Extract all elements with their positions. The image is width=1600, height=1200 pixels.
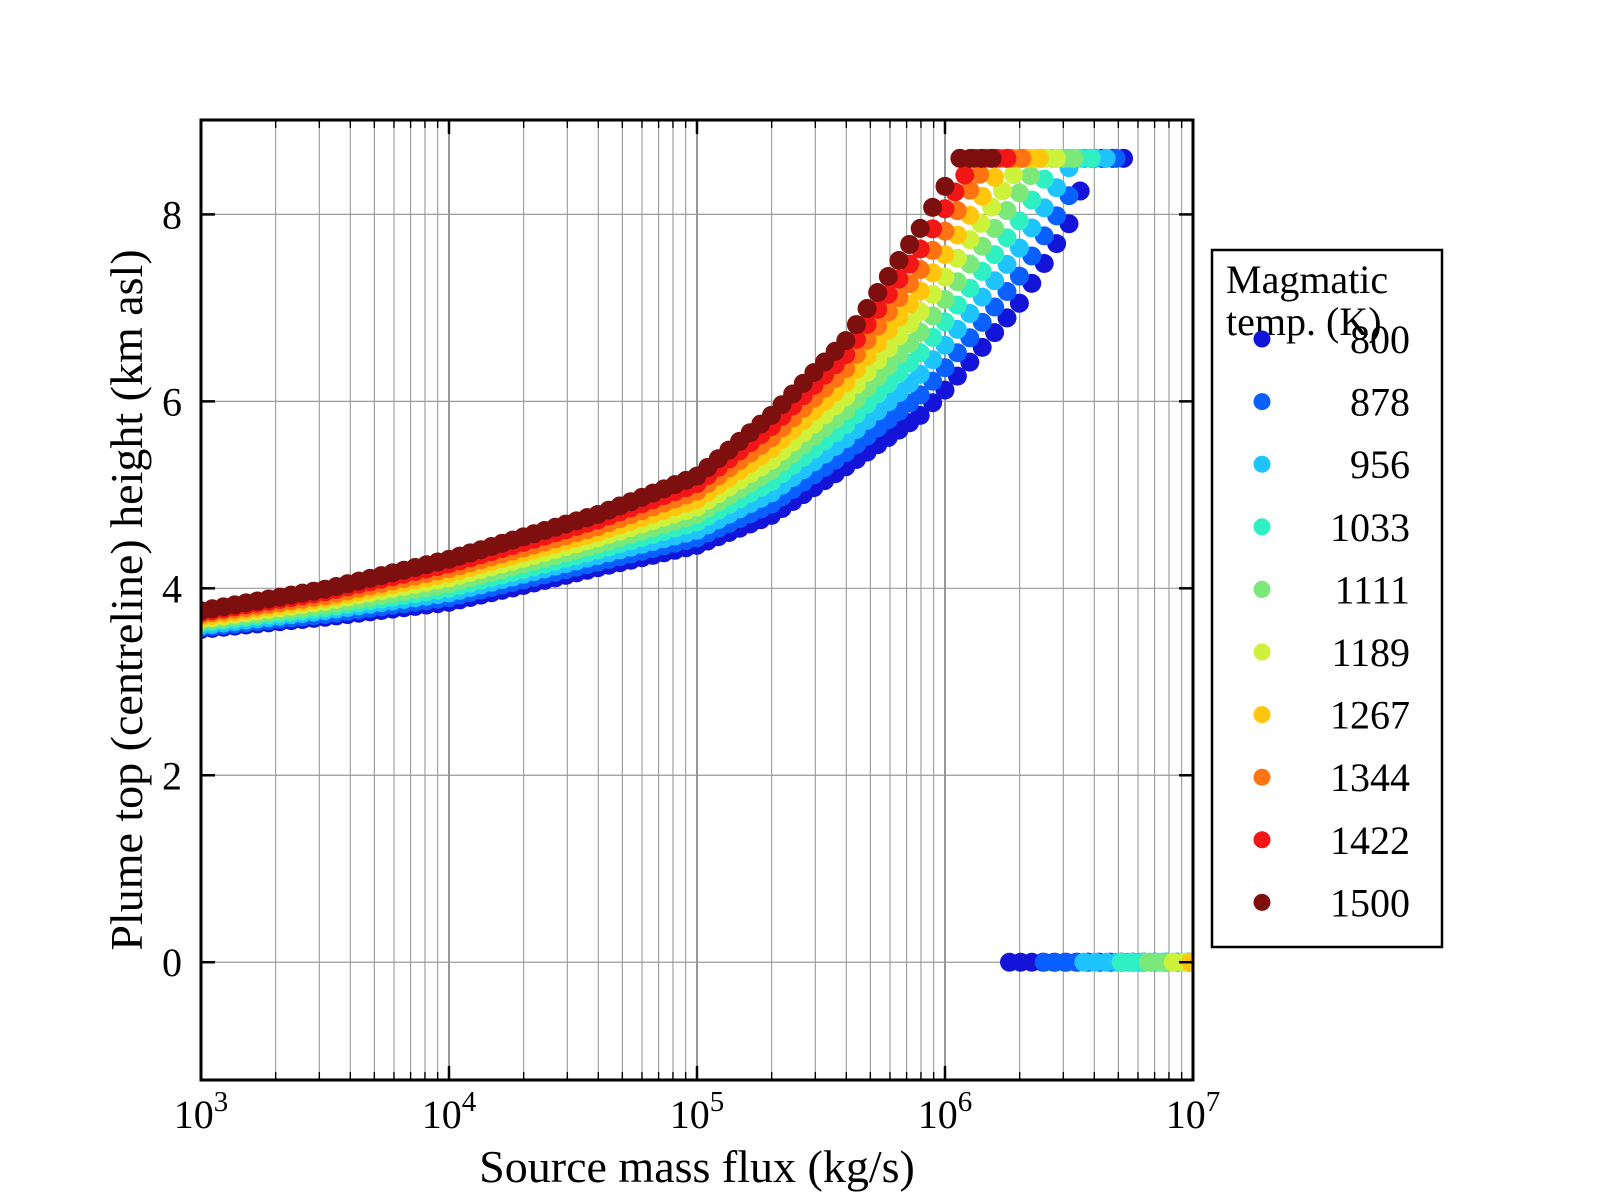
legend-swatch-1500 <box>1253 893 1271 911</box>
legend-label-878: 878 <box>1350 380 1410 425</box>
legend-swatch-1033 <box>1253 518 1271 536</box>
legend-swatch-878 <box>1253 393 1271 411</box>
legend-label-1033: 1033 <box>1330 505 1410 550</box>
legend-label-956: 956 <box>1350 442 1410 487</box>
legend-label-1111: 1111 <box>1334 567 1410 612</box>
legend-swatch-1422 <box>1253 831 1271 849</box>
series-1500 <box>201 148 1002 621</box>
legend-entries: 800 878 956 1033 1111 1189 1267 1344 1422 1500 <box>1253 317 1410 925</box>
legend-border <box>1210 248 1444 949</box>
x-axis-label: Source mass flux (kg/s) <box>479 1141 915 1192</box>
axis-ticks <box>199 120 1195 1080</box>
legend-swatch-1189 <box>1253 643 1271 661</box>
legend-label-1189: 1189 <box>1331 630 1410 675</box>
legend-label-1267: 1267 <box>1330 693 1410 738</box>
y-tick-label: 8 <box>162 192 182 237</box>
legend-label-1422: 1422 <box>1330 818 1410 863</box>
legend-title-line1: Magmatic <box>1226 257 1388 302</box>
y-tick-labels: 0 2 4 6 8 <box>162 192 182 985</box>
y-tick-label: 0 <box>162 940 182 985</box>
x-tick-label: 106 <box>918 1086 973 1137</box>
legend-swatch-1267 <box>1253 706 1271 724</box>
legend-swatch-800 <box>1253 330 1271 348</box>
y-tick-label: 2 <box>162 753 182 798</box>
legend-label-1500: 1500 <box>1330 880 1410 925</box>
legend-label-1344: 1344 <box>1330 755 1410 800</box>
legend-label-800: 800 <box>1350 317 1410 362</box>
legend-swatch-1111 <box>1253 580 1271 598</box>
y-axis-label: Plume top (centreline) height (km asl) <box>101 249 152 950</box>
data-points <box>201 148 1193 972</box>
legend: Magmatic temp. (K) 800 878 956 1033 1111 1189… <box>1210 248 1444 949</box>
y-tick-label: 4 <box>162 566 182 611</box>
legend-title-line2: temp. (K) <box>1226 299 1382 344</box>
legend-swatch-956 <box>1253 455 1271 473</box>
legend-swatch-1344 <box>1253 768 1271 786</box>
y-tick-label: 6 <box>162 379 182 424</box>
